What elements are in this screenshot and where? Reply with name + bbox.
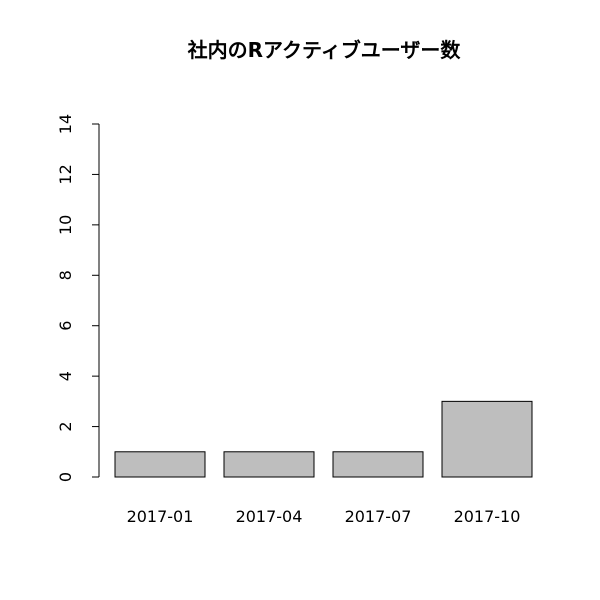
y-tick-label: 8 — [56, 270, 75, 280]
y-axis: 0 2 4 6 8 10 12 14 — [56, 114, 100, 482]
x-tick-label: 2017-07 — [345, 507, 412, 526]
chart-title: 社内のRアクティブユーザー数 — [187, 38, 462, 62]
bar-2017-04 — [223, 451, 315, 478]
x-tick-label: 2017-10 — [454, 507, 521, 526]
x-axis-labels: 2017-01 2017-04 2017-07 2017-10 — [127, 507, 521, 526]
bars — [114, 400, 533, 478]
bar-2017-01 — [114, 451, 206, 478]
y-tick-label: 4 — [56, 371, 75, 381]
x-tick-label: 2017-01 — [127, 507, 194, 526]
y-tick-label: 10 — [56, 215, 75, 235]
bar-2017-07 — [332, 451, 424, 478]
y-tick-label: 14 — [56, 114, 75, 134]
x-tick-label: 2017-04 — [236, 507, 303, 526]
y-tick-label: 0 — [56, 472, 75, 482]
y-tick-label: 12 — [56, 164, 75, 184]
bar-2017-10 — [441, 400, 533, 478]
y-tick-label: 2 — [56, 421, 75, 431]
y-tick-label: 6 — [56, 321, 75, 331]
